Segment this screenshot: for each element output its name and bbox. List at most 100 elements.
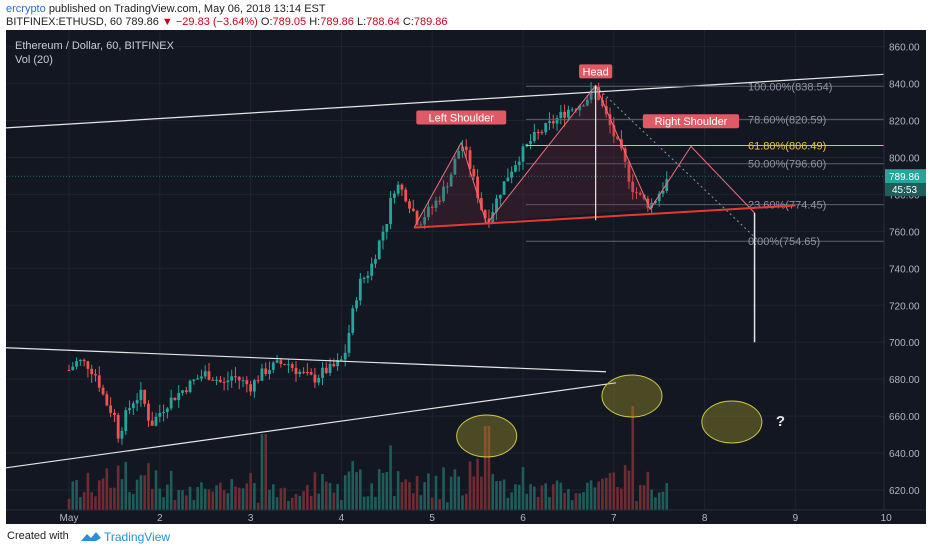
volume-bar [650, 489, 653, 510]
volume-bar [154, 470, 158, 510]
candle-body [158, 412, 162, 417]
candle-body [370, 263, 374, 276]
volume-bar [480, 476, 483, 510]
candle-body [245, 380, 249, 385]
neckline [413, 204, 796, 229]
candle-body [427, 206, 430, 218]
candle-body [445, 186, 449, 188]
volume-bar [578, 493, 582, 510]
candle-body [567, 109, 570, 118]
candle-body [438, 200, 442, 202]
candle-body [203, 371, 207, 377]
volume-bar [419, 495, 423, 510]
volume-bar [324, 481, 328, 510]
volume-bar [415, 475, 419, 510]
candle-body [464, 146, 468, 151]
fib-level-label: 61.80%(806.49) [748, 140, 826, 152]
volume-bar [563, 492, 566, 510]
candle-body [449, 174, 453, 187]
candle-body [495, 198, 498, 213]
volume-bar [635, 500, 638, 510]
volume-bar [192, 499, 196, 510]
candle-body [196, 378, 200, 380]
candle-body [113, 412, 116, 415]
volume-bar [188, 486, 192, 510]
candle-body [215, 379, 218, 381]
author-link[interactable]: ercrypto [6, 3, 46, 15]
candle-body [548, 121, 551, 123]
candle-body [181, 390, 184, 393]
volume-bar [309, 495, 313, 510]
candle-body [328, 363, 332, 374]
volume-bar [207, 489, 211, 510]
candle-body [551, 121, 555, 124]
candle-body [570, 109, 574, 111]
time-tick-label: 8 [702, 513, 708, 524]
volume-bar [169, 470, 173, 510]
candle-body [226, 380, 230, 383]
volume-bar [657, 492, 661, 510]
candle-body [506, 177, 510, 182]
candle-body [536, 131, 540, 133]
volume-bar [449, 476, 453, 510]
tradingview-brand[interactable]: TradingView [104, 530, 171, 544]
volume-bar [215, 485, 218, 510]
volume-bar [290, 497, 294, 510]
candle-body [94, 374, 97, 376]
candle-body [540, 132, 544, 134]
chart-panel[interactable]: 100.00%(838.54) 78.60%(820.59) 61.80%(806.… [6, 30, 926, 524]
volume-bar [487, 426, 491, 510]
volume-bar [260, 434, 264, 510]
price-tick-label: 680.00 [889, 375, 920, 386]
volume-bar [468, 461, 472, 510]
high-value: 789.86 [320, 16, 354, 28]
volume-bar [97, 480, 101, 510]
volume-bar [200, 482, 203, 510]
volume-bar [75, 479, 78, 510]
candle-body [510, 171, 514, 178]
candle-body [192, 379, 196, 381]
candle-body [665, 179, 669, 191]
candle-body [298, 371, 302, 375]
high-label: H: [309, 16, 321, 28]
candle-body [313, 374, 317, 383]
volume-bar [173, 499, 177, 510]
candle-body [404, 189, 408, 202]
price-chart[interactable]: 100.00%(838.54) 78.60%(820.59) 61.80%(806.… [6, 30, 926, 524]
ohlc-info: BITFINEX:ETHUSD, 60 789.86 ▼ −29.83 (−3.… [6, 16, 448, 28]
candle-body [200, 376, 203, 379]
volume-bar [124, 461, 128, 510]
volume-bar [302, 491, 305, 510]
volume-bar [222, 490, 226, 510]
candle-body [317, 377, 321, 383]
volume-bar [608, 472, 612, 510]
volume-bar [343, 475, 347, 510]
volume-bar [313, 472, 317, 510]
volume-bar [661, 491, 665, 510]
volume-bar [604, 477, 608, 510]
candle-body [169, 397, 173, 409]
candle-body [309, 372, 313, 375]
tradingview-logo-icon [81, 532, 101, 541]
countdown-tag [885, 183, 926, 197]
volume-bar [128, 492, 131, 510]
candle-body [457, 151, 461, 159]
candle-body [135, 400, 139, 404]
candle-body [131, 403, 135, 409]
price-tick-label: 760.00 [889, 227, 920, 238]
candle-body [302, 371, 305, 373]
volume-bar [219, 482, 222, 510]
time-tick-label: 10 [881, 513, 893, 524]
candle-body [241, 380, 245, 382]
volume-bar [457, 476, 460, 510]
volume-bar [283, 487, 286, 510]
volume-bar [67, 498, 71, 510]
volume-bar [582, 492, 585, 510]
volume-bar [620, 488, 623, 510]
volume-bar [389, 445, 392, 510]
candle-body [593, 87, 597, 91]
candle-body [585, 99, 589, 106]
volume-highlight-circle [601, 374, 663, 418]
price-tag [885, 169, 926, 184]
candle-body [638, 192, 642, 195]
